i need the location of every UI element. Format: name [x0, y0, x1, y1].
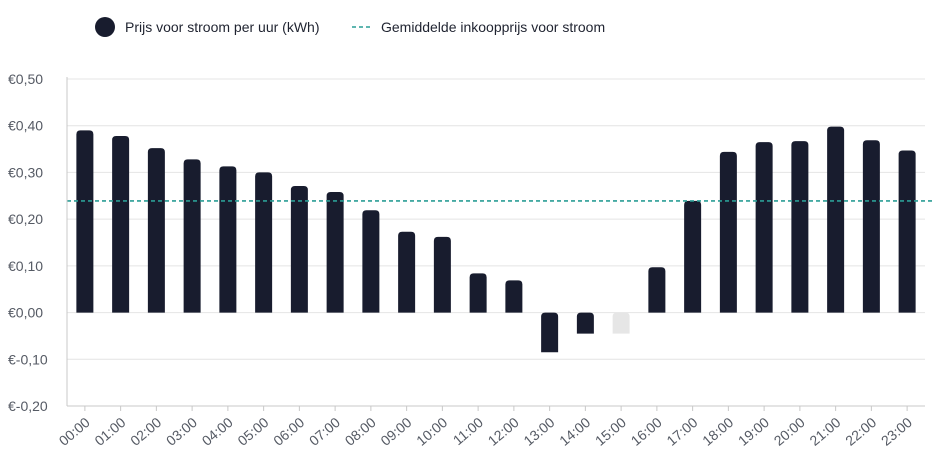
bar-0900: [398, 231, 416, 313]
legend-average-label: Gemiddelde inkoopprijs voor stroom: [381, 19, 605, 35]
bar-0100: [112, 135, 130, 313]
x-tick-label: 02:00: [127, 414, 164, 449]
bar-2100: [827, 126, 845, 313]
y-tick-label: €0,40: [8, 118, 43, 134]
bar-2000: [791, 141, 809, 313]
x-tick-label: 11:00: [450, 414, 486, 448]
x-axis-tick-labels: 00:0001:0002:0003:0004:0005:0006:0007:00…: [56, 406, 915, 449]
y-tick-label: €-0,20: [8, 398, 48, 414]
bar-0200: [147, 148, 165, 313]
bar-0700: [326, 192, 344, 313]
bar-0600: [290, 185, 308, 313]
bar-1100: [469, 273, 487, 313]
y-tick-label: €0,20: [8, 211, 43, 227]
x-tick-label: 22:00: [842, 414, 879, 449]
x-tick-label: 16:00: [628, 414, 665, 449]
x-tick-label: 13:00: [520, 414, 557, 449]
bar-1300: [541, 312, 559, 353]
x-tick-label: 12:00: [485, 414, 522, 449]
bar-1500: [612, 312, 630, 334]
bar-0300: [183, 159, 201, 313]
x-tick-label: 14:00: [556, 414, 593, 449]
x-tick-label: 09:00: [377, 414, 414, 449]
y-tick-label: €0,00: [8, 305, 43, 321]
bar-0800: [362, 210, 380, 313]
x-tick-label: 00:00: [56, 414, 93, 449]
bar-series: [76, 126, 916, 353]
bar-1000: [433, 236, 451, 313]
bar-0000: [76, 130, 94, 313]
y-tick-label: €0,10: [8, 258, 43, 274]
x-tick-label: 23:00: [878, 414, 915, 449]
y-tick-label: €0,50: [8, 71, 43, 87]
legend-bar-label: Prijs voor stroom per uur (kWh): [125, 19, 319, 35]
axes: [66, 77, 925, 407]
x-tick-label: 15:00: [592, 414, 629, 449]
bar-0500: [255, 172, 273, 313]
x-tick-label: 04:00: [199, 414, 236, 449]
x-tick-label: 05:00: [234, 414, 271, 449]
bar-0400: [219, 166, 237, 313]
x-tick-label: 20:00: [771, 414, 808, 449]
y-axis-tick-labels: €0,50 €0,40 €0,30 €0,20 €0,10 €0,00 €-0,10 €-0,…: [8, 71, 48, 414]
bar-1900: [755, 142, 773, 313]
legend: Prijs voor stroom per uur (kWh) Gemiddel…: [95, 17, 605, 37]
x-tick-label: 19:00: [735, 414, 772, 449]
bar-2200: [862, 140, 880, 313]
x-tick-label: 03:00: [163, 414, 200, 449]
x-tick-label: 18:00: [699, 414, 736, 449]
x-tick-label: 01:00: [91, 414, 128, 449]
bar-1700: [684, 200, 702, 313]
bar-1800: [719, 151, 737, 313]
y-tick-label: €-0,10: [8, 351, 48, 367]
x-tick-label: 08:00: [342, 414, 379, 449]
legend-bar-marker: [95, 17, 115, 37]
x-tick-label: 07:00: [306, 414, 343, 449]
y-tick-label: €0,30: [8, 164, 43, 180]
bar-1200: [505, 280, 523, 313]
x-tick-label: 10:00: [413, 414, 450, 449]
x-tick-label: 06:00: [270, 414, 307, 449]
bar-2300: [898, 150, 916, 313]
x-tick-label: 21:00: [806, 414, 843, 449]
x-tick-label: 17:00: [663, 414, 700, 449]
bar-1600: [648, 267, 666, 313]
bar-1400: [576, 312, 594, 334]
